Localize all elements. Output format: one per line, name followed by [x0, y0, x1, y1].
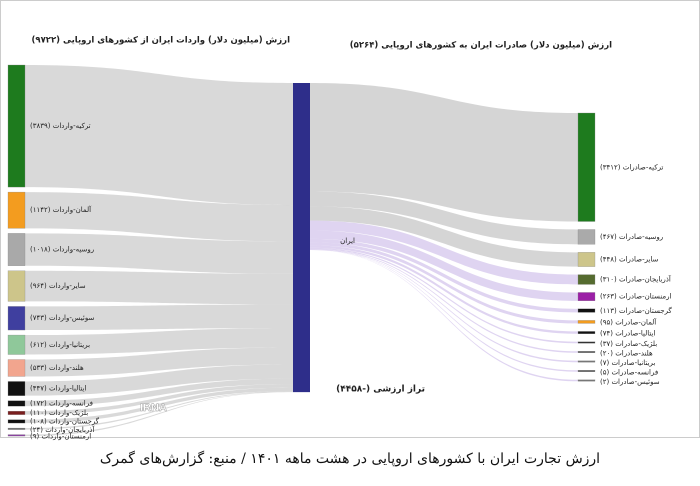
export-node	[577, 229, 596, 245]
export-link	[310, 247, 578, 344]
links	[25, 65, 578, 437]
balance-label: تراز ارزشی (-۴۴۵۸)	[336, 385, 425, 395]
import-node	[7, 334, 26, 355]
export-label: سایر-صادرات (۴۴۸)	[600, 255, 659, 263]
export-link	[310, 248, 578, 353]
export-label: سوئیس-صادرات (۲)	[600, 378, 660, 386]
import-label: سایر-واردات (۹۶۴)	[30, 282, 86, 290]
export-node	[577, 341, 596, 344]
nodes: ترکیه-واردات (۳۸۳۹) آلمان-واردات (۱۱۴۲) رو…	[7, 64, 672, 441]
export-link	[310, 249, 578, 363]
import-label: ارمنستان-واردات (۹)	[30, 433, 91, 441]
export-label: گرجستان-صادرات (۱۱۳)	[600, 306, 672, 315]
import-node	[7, 64, 26, 188]
export-link	[310, 83, 578, 222]
import-link	[25, 391, 293, 437]
import-node	[7, 410, 26, 415]
export-node	[577, 331, 596, 334]
import-node	[7, 306, 26, 331]
export-node	[577, 360, 596, 363]
export-node	[577, 274, 596, 285]
import-link	[25, 304, 293, 331]
import-label: آلمان-واردات (۱۱۴۲)	[30, 205, 92, 214]
exports-title: ارزش (میلیون دلار) صادرات ایران به کشوره…	[350, 41, 612, 51]
import-label: روسیه-واردات (۱۰۱۸)	[30, 246, 94, 254]
export-label: آلمان-صادرات (۹۵)	[600, 317, 657, 326]
export-node	[577, 351, 596, 353]
export-link	[310, 245, 578, 334]
center-label: ایران	[340, 237, 355, 245]
import-label: بلژیک-واردات (۱۱۰)	[30, 409, 88, 417]
caption: ارزش تجارت ایران با کشورهای اروپایی در ه…	[100, 450, 600, 467]
export-node	[577, 320, 596, 324]
export-node	[577, 308, 596, 313]
export-node	[577, 379, 596, 382]
import-node	[7, 233, 26, 266]
imports-title: ارزش (میلیون دلار) واردات ایران از کشوره…	[32, 36, 291, 46]
export-link	[310, 191, 578, 245]
import-node	[7, 270, 26, 302]
import-label: آذربایجان-واردات (۲۴)	[30, 425, 95, 434]
import-node	[7, 191, 26, 229]
import-link	[25, 387, 293, 424]
export-label: فرانسه-صادرات (۵)	[600, 368, 658, 376]
export-label: هلند-صادرات (۲۰)	[600, 349, 653, 357]
export-link	[310, 249, 578, 382]
import-link	[25, 270, 293, 305]
import-link	[25, 328, 293, 355]
import-link	[25, 384, 293, 415]
import-node	[7, 427, 26, 430]
export-link	[310, 230, 578, 301]
export-node	[577, 370, 596, 372]
import-link	[25, 65, 293, 206]
import-node	[7, 400, 26, 407]
watermark: IRNA	[140, 402, 167, 414]
import-node	[7, 359, 26, 377]
import-label: سوئیس-واردات (۷۴۳)	[30, 314, 94, 322]
export-link	[310, 249, 578, 372]
export-link	[310, 206, 578, 267]
import-link	[25, 364, 293, 396]
import-node	[7, 381, 26, 396]
import-label: فرانسه-واردات (۱۷۲)	[30, 399, 93, 407]
export-label: ایتالیا-صادرات (۷۴)	[600, 329, 655, 337]
export-link	[310, 242, 578, 324]
export-node	[577, 112, 596, 222]
export-label: بلژیک-صادرات (۳۷)	[600, 340, 657, 348]
export-label: روسیه-صادرات (۴۶۷)	[600, 233, 663, 241]
export-link	[310, 238, 578, 313]
export-label: آذربایجان-صادرات (۳۱۰)	[600, 275, 672, 284]
import-link	[25, 347, 293, 377]
center-node	[293, 83, 310, 393]
import-label: ترکیه-واردات (۳۸۳۹)	[30, 122, 91, 130]
import-label: بریتانیا-واردات (۶۱۲)	[30, 341, 90, 349]
export-link	[310, 220, 578, 285]
import-link	[25, 391, 293, 430]
export-node	[577, 252, 596, 267]
import-link	[25, 192, 293, 242]
export-label: ارمنستان-صادرات (۲۶۳)	[600, 293, 671, 301]
import-label: ایتالیا-واردات (۴۴۷)	[30, 385, 86, 393]
export-node	[577, 292, 596, 301]
import-node	[7, 434, 26, 437]
export-label: بریتانیا-صادرات (۷)	[600, 359, 655, 367]
import-label: هلند-واردات (۵۳۳)	[30, 364, 84, 372]
import-link	[25, 233, 293, 274]
import-node	[7, 419, 26, 424]
export-label: ترکیه-صادرات (۳۴۱۲)	[600, 163, 663, 171]
import-label: گرجستان-واردات (۱۰۸)	[30, 417, 100, 426]
import-link	[25, 378, 293, 407]
